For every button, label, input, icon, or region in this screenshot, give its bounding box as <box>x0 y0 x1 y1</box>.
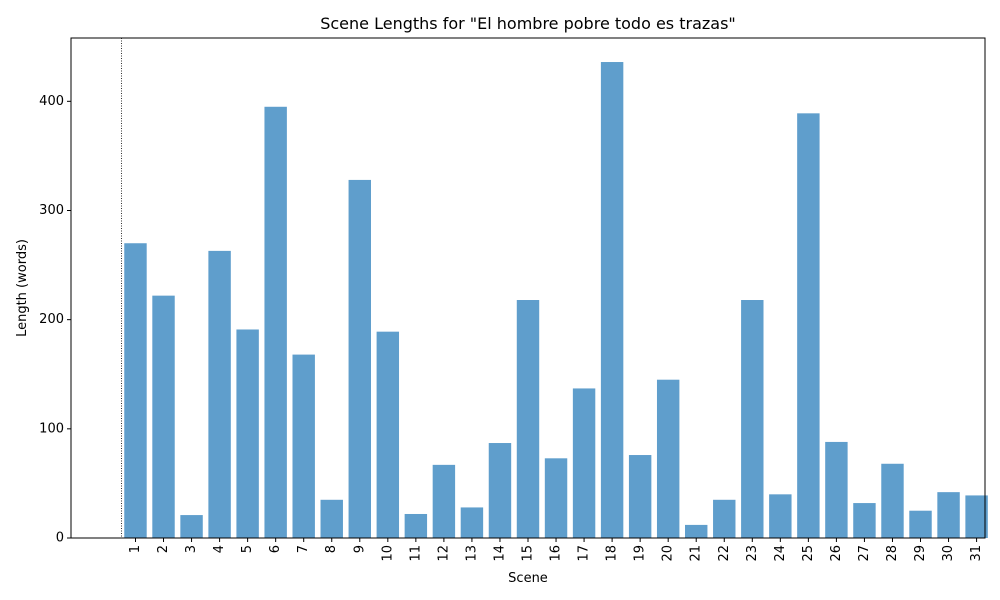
x-tick-label: 23 <box>745 545 760 562</box>
y-tick-label: 200 <box>39 312 64 327</box>
x-tick-label: 4 <box>212 545 227 553</box>
bar-scene-16 <box>544 458 568 538</box>
x-tick-label: 11 <box>408 545 423 562</box>
x-tick-label: 6 <box>268 545 283 553</box>
bar-scene-28 <box>881 463 904 538</box>
bar-scene-12 <box>432 464 456 538</box>
bar-scene-6 <box>264 106 287 539</box>
x-tick-label: 8 <box>324 545 339 553</box>
bar-scene-26 <box>825 441 848 538</box>
bar-scene-13 <box>460 507 484 538</box>
bar-scene-31 <box>965 495 988 538</box>
x-tick-label: 31 <box>969 545 984 562</box>
bar-scene-30 <box>937 492 960 538</box>
x-tick-label: 5 <box>240 545 255 553</box>
bar-scene-20 <box>656 379 680 538</box>
bar-scene-25 <box>797 113 820 538</box>
y-tick-label: 100 <box>39 421 64 436</box>
x-tick-label: 26 <box>829 545 844 562</box>
x-tick-label: 10 <box>380 545 395 562</box>
bar-scene-5 <box>236 329 259 538</box>
bar-scene-21 <box>685 524 708 538</box>
x-tick-label: 19 <box>633 545 648 562</box>
x-tick-label: 12 <box>436 545 451 562</box>
x-tick-label: 27 <box>857 545 872 562</box>
x-tick-label: 1 <box>128 545 143 553</box>
x-tick-label: 20 <box>661 545 676 562</box>
bar-scene-2 <box>152 295 175 538</box>
bar-scene-29 <box>909 510 932 538</box>
x-tick-label: 28 <box>885 545 900 562</box>
x-tick-label: 18 <box>605 545 620 562</box>
x-tick-label: 2 <box>156 545 171 553</box>
y-tick-label: 0 <box>56 531 64 546</box>
x-tick-label: 7 <box>296 545 311 553</box>
bar-scene-11 <box>404 513 428 538</box>
bar-scene-10 <box>376 331 400 538</box>
bar-scene-22 <box>713 499 736 538</box>
bar-scene-19 <box>628 455 652 538</box>
x-tick-label: 24 <box>773 545 788 562</box>
bar-scene-3 <box>180 515 203 538</box>
x-tick-label: 21 <box>689 545 704 562</box>
x-tick-label: 29 <box>913 545 928 562</box>
x-tick-label: 22 <box>717 545 732 562</box>
x-tick-label: 15 <box>521 545 536 562</box>
bar-scene-4 <box>208 250 231 539</box>
x-tick-label: 9 <box>352 545 367 553</box>
bar-scene-27 <box>853 503 876 538</box>
bar-scene-24 <box>769 494 792 538</box>
bar-scene-15 <box>516 300 540 538</box>
bar-scene-17 <box>572 388 596 538</box>
y-ticks-group: 0 100 200 300 400 <box>39 94 71 546</box>
plot-frame <box>70 37 986 539</box>
x-tick-label: 17 <box>577 545 592 562</box>
x-tick-label: 16 <box>549 545 564 562</box>
x-tick-label: 13 <box>464 545 479 562</box>
y-axis-label: Length (words) <box>15 239 30 337</box>
chart-title: Scene Lengths for "El hombre pobre todo … <box>320 14 736 33</box>
bar-scene-14 <box>488 443 512 538</box>
bar-scene-18 <box>600 62 624 539</box>
bar-scene-9 <box>348 179 371 539</box>
bars-group <box>124 62 988 539</box>
x-axis-label: Scene <box>508 571 548 586</box>
x-tick-label: 3 <box>184 545 199 553</box>
y-tick-label: 400 <box>39 94 64 109</box>
x-tick-label: 25 <box>801 545 816 562</box>
y-tick-label: 300 <box>39 203 64 218</box>
x-ticks-group: 1 2 3 4 5 6 7 8 9 10 11 12 13 14 15 16 17 18 19 20 21 22 23 24 2… <box>128 538 984 562</box>
x-tick-label: 14 <box>492 545 507 562</box>
bar-scene-23 <box>741 300 764 538</box>
bar-scene-8 <box>320 499 343 538</box>
bar-scene-7 <box>292 354 315 538</box>
bar-scene-1 <box>124 243 147 538</box>
x-tick-label: 30 <box>941 545 956 562</box>
